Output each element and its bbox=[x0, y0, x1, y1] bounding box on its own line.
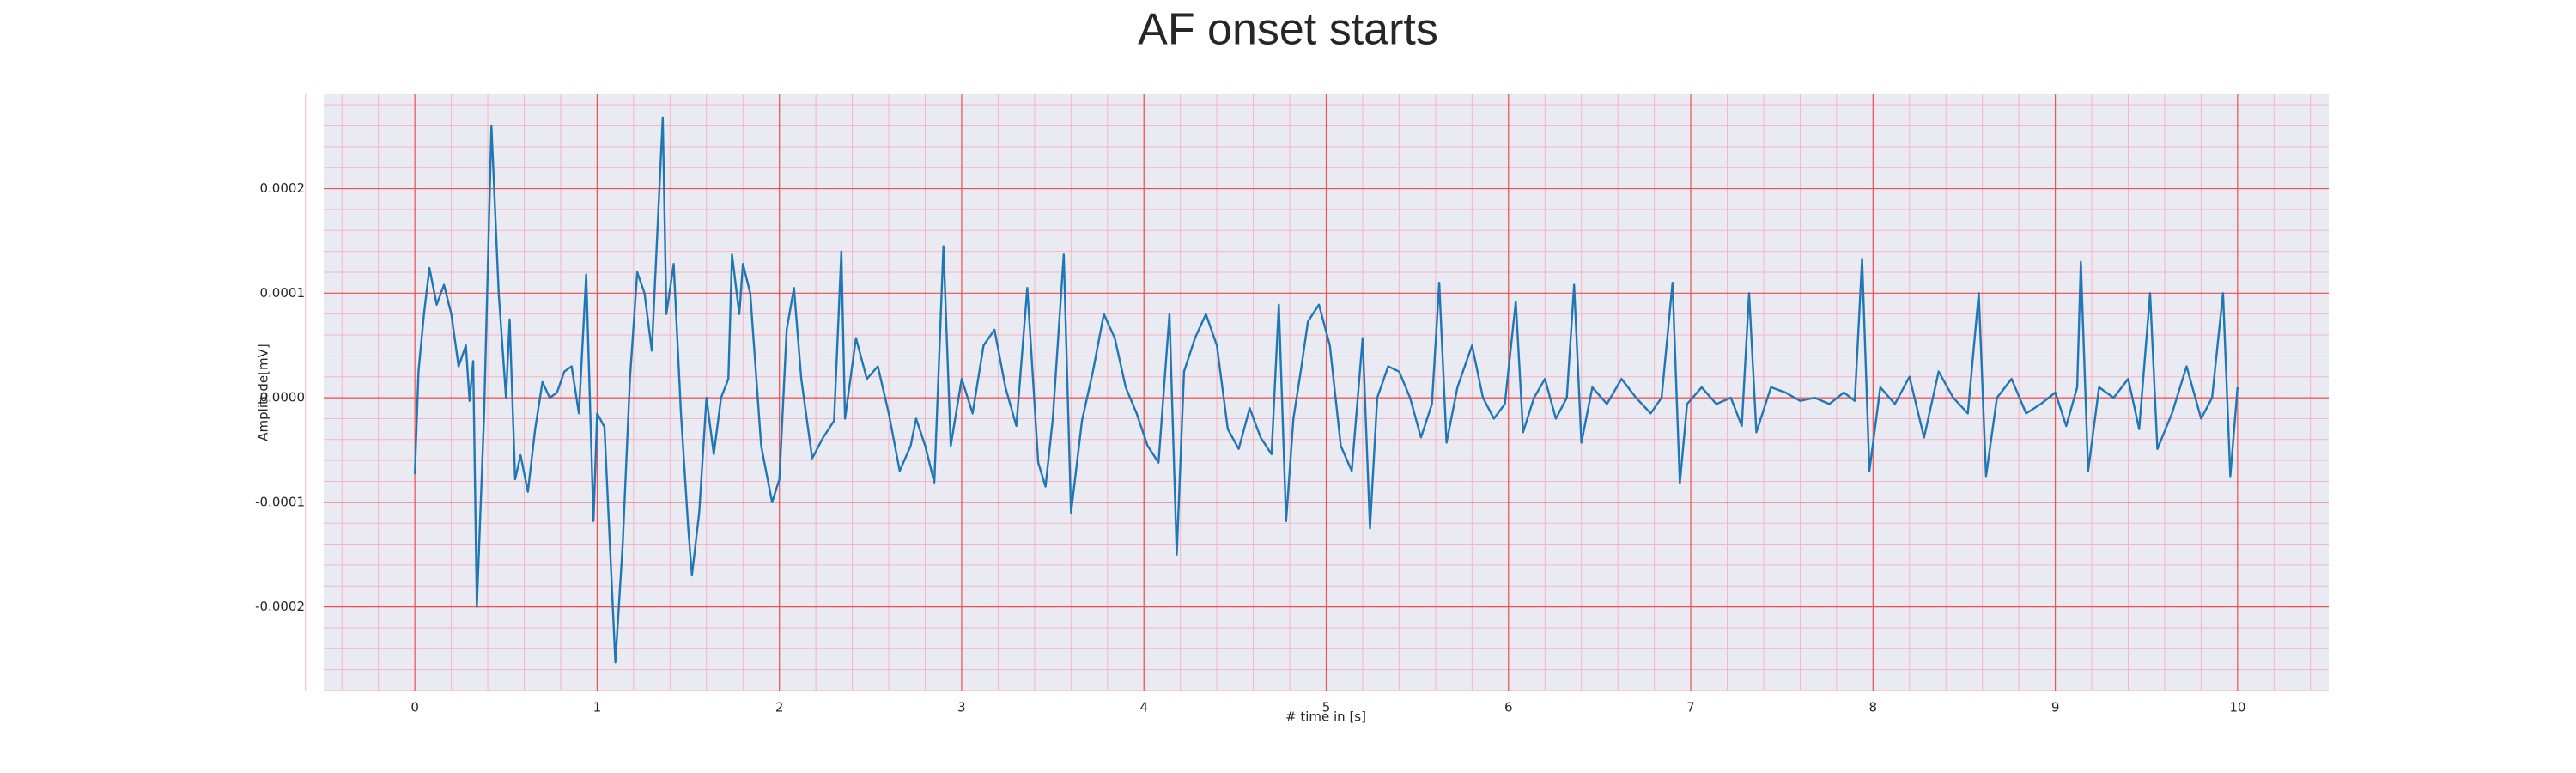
y-tick-label: 0.0002 bbox=[260, 180, 306, 196]
x-tick-label: 5 bbox=[1322, 700, 1331, 715]
x-tick-label: 8 bbox=[1869, 700, 1878, 715]
x-tick-label: 4 bbox=[1139, 700, 1148, 715]
signal-line bbox=[413, 116, 2239, 664]
x-tick-label: 2 bbox=[775, 700, 784, 715]
x-tick-label: 3 bbox=[957, 700, 966, 715]
y-tick-label: 0.0001 bbox=[260, 285, 306, 301]
y-tick-label: -0.0002 bbox=[255, 599, 305, 614]
x-tick-label: 1 bbox=[593, 700, 602, 715]
x-tick-label: 9 bbox=[2051, 700, 2060, 715]
marks bbox=[413, 116, 2239, 664]
y-tick-label: 0.0000 bbox=[260, 390, 306, 405]
x-tick-label: 6 bbox=[1504, 700, 1513, 715]
x-tick-label: 0 bbox=[410, 700, 419, 715]
grid bbox=[305, 94, 2329, 691]
x-tick-label: 10 bbox=[2229, 700, 2245, 715]
y-axis-label: Amplitude[mV] bbox=[256, 344, 271, 441]
chart-title: AF onset starts bbox=[1138, 5, 1438, 55]
x-tick-label: 7 bbox=[1686, 700, 1695, 715]
x-axis-label: # time in [s] bbox=[1285, 709, 1366, 725]
y-tick-label: -0.0001 bbox=[255, 494, 305, 509]
